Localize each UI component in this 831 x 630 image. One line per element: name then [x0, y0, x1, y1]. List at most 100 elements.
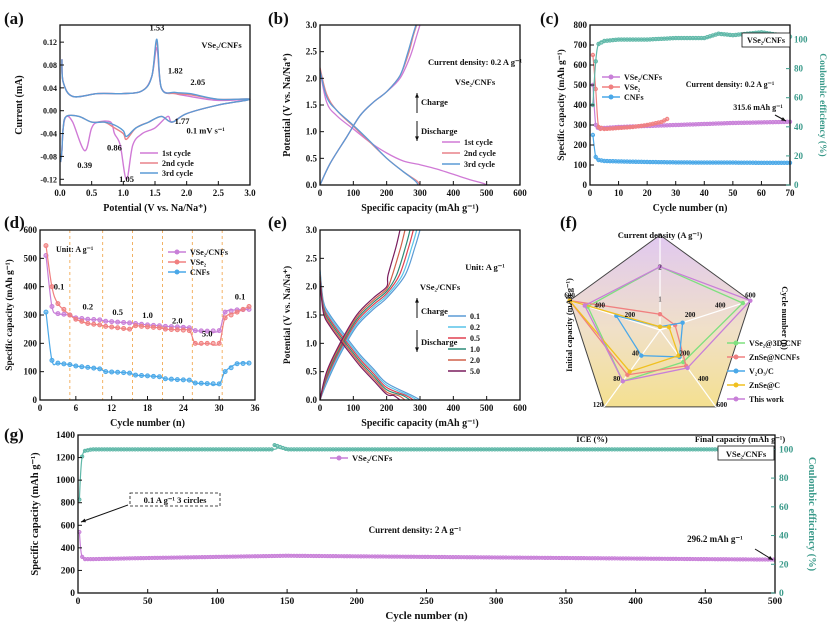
data-point: [234, 361, 240, 367]
radar-point: [680, 320, 685, 325]
data-point: [80, 554, 85, 559]
x-tick-label: 150: [280, 597, 295, 607]
data-point: [103, 323, 109, 329]
data-point: [198, 340, 204, 346]
data-point: [121, 320, 127, 326]
x-tick-label: 0: [588, 188, 593, 198]
x-tick-label: 3.0: [244, 188, 256, 198]
data-point: [216, 381, 222, 387]
arrow-head: [415, 298, 419, 303]
x-tick-label: 20: [643, 188, 653, 198]
data-point: [192, 328, 198, 334]
legend-label: 1st cycle: [162, 149, 191, 158]
legend-label: 2.0: [470, 356, 480, 365]
rate-label: 0.5: [112, 307, 123, 317]
panel-label: (b): [268, 9, 289, 28]
data-point: [127, 326, 133, 332]
y-tick-label: 0.12: [43, 38, 57, 47]
y-axis-title: Specific capacity (mAh g⁻¹): [556, 49, 567, 161]
y-tick-label: 1.0: [306, 127, 318, 137]
data-point: [145, 324, 150, 330]
data-point: [162, 376, 168, 382]
legend-marker: [733, 368, 739, 374]
data-point: [127, 370, 133, 376]
legend-label: 1.0: [470, 345, 480, 354]
radar-point: [639, 353, 644, 358]
peak-label: 1.82: [168, 66, 183, 76]
y-tick-label: 600: [574, 60, 588, 70]
radar-axis-title: Final capacity (mAh g⁻¹): [695, 434, 786, 444]
data-point: [109, 319, 115, 325]
legend-label: VSe₂: [624, 83, 641, 92]
rate-label: 0.1: [235, 291, 246, 301]
y2-tick-label: 0: [779, 589, 784, 599]
data-point: [210, 340, 216, 346]
arrow-head: [415, 136, 419, 141]
radar-tick: 40: [632, 350, 640, 358]
radar-series: [583, 265, 752, 382]
y-tick-label: 400: [24, 282, 38, 292]
y-tick-label: 800: [574, 20, 588, 30]
data-point: [180, 327, 186, 333]
material-box: [717, 445, 775, 461]
data-point: [593, 86, 598, 92]
legend-marker: [608, 74, 614, 80]
charge-curve: [319, 229, 406, 401]
y-tick-label: 600: [61, 521, 76, 531]
legend-marker: [733, 354, 739, 360]
discharge-label: Discharge: [421, 337, 458, 347]
data-point: [49, 284, 55, 290]
rate-label: 0.1: [54, 282, 65, 292]
x-tick-label: 0: [318, 188, 323, 198]
data-point: [145, 373, 150, 379]
data-point: [174, 377, 180, 383]
radar-series: [568, 299, 687, 376]
y2-tick-label: 60: [794, 93, 804, 103]
x-tick-label: 40: [700, 188, 710, 198]
x-tick-label: 70: [786, 188, 796, 198]
radar-point: [657, 264, 663, 269]
legend-label: VSe₂@3D-CNF: [749, 339, 802, 348]
x-tick-label: 200: [380, 403, 394, 413]
data-point: [228, 308, 234, 314]
x-tick-label: 100: [210, 597, 225, 607]
radar-axis-title: Initial capacity (mAh g⁻¹): [564, 278, 574, 372]
discharge-curve: [319, 271, 418, 401]
scan-rate-label: 0.1 mV s⁻¹: [187, 126, 226, 136]
legend-label: 3rd cycle: [162, 169, 193, 178]
charge-curve: [319, 229, 401, 401]
x-tick-label: 18: [143, 403, 153, 413]
data-point: [121, 325, 127, 331]
data-point: [593, 122, 598, 128]
gcd-curve: [319, 70, 488, 186]
y-tick-label: 500: [24, 253, 38, 263]
charge-label: Charge: [421, 97, 448, 107]
y-axis-title: Specific capacity (mAh g⁻¹): [30, 452, 41, 576]
data-point: [593, 154, 598, 160]
x-tick-label: 0.5: [86, 188, 98, 198]
legend-marker: [733, 382, 739, 388]
data-point: [222, 315, 228, 321]
x-tick-label: 1.5: [149, 188, 161, 198]
data-point: [210, 328, 216, 334]
data-point: [61, 306, 67, 312]
discharge-curve: [319, 278, 406, 401]
rate-label: 2.0: [172, 316, 183, 326]
data-point: [198, 380, 204, 386]
x-tick-label: 50: [728, 188, 738, 198]
y-tick-label: 0: [583, 180, 588, 190]
x-tick-label: 450: [698, 597, 713, 607]
data-point: [73, 363, 79, 369]
y2-tick-label: 80: [779, 474, 789, 484]
radar-point: [582, 303, 587, 308]
legend-label: 5.0: [470, 367, 480, 376]
material-label: VSe₂/CNFs: [420, 282, 461, 292]
x-tick-label: 300: [489, 597, 504, 607]
current-density-label: Current density: 0.2 A g⁻¹: [428, 57, 522, 67]
legend-label: V₂O₃/C: [749, 367, 774, 376]
data-point: [133, 323, 139, 329]
data-point: [97, 317, 103, 323]
data-point: [79, 318, 85, 324]
data-point: [593, 59, 598, 64]
y-tick-label: 200: [574, 140, 588, 150]
